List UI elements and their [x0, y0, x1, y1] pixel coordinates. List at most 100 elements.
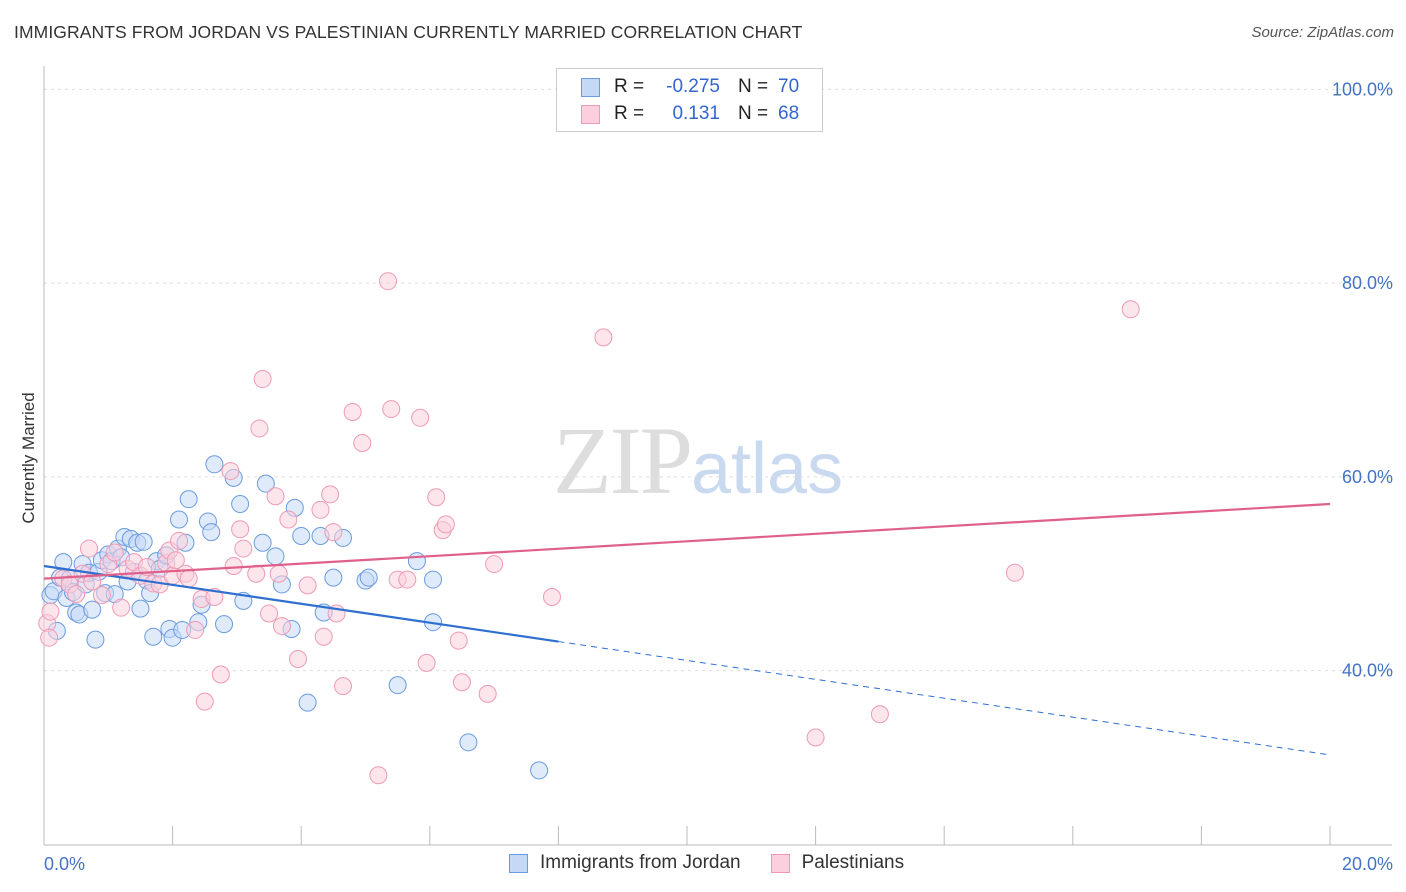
legend-n-label: N = — [738, 76, 769, 97]
data-point-jordan — [231, 495, 250, 513]
y-tick-labels: 40.0% 60.0% 80.0% 100.0% — [1332, 79, 1393, 680]
data-point-palestinians — [485, 555, 504, 574]
data-point-palestinians — [279, 510, 298, 529]
series-palestinians-points — [38, 272, 1140, 785]
data-point-palestinians — [105, 543, 124, 562]
x-tick-label-max: 20.0% — [1342, 854, 1393, 874]
legend-r-label: R = — [614, 76, 645, 97]
data-point-palestinians — [224, 557, 243, 575]
legend-swatch-jordan — [509, 853, 528, 873]
watermark: ZIPatlas — [553, 405, 843, 516]
data-point-jordan — [131, 599, 150, 618]
trend-line-palestinians — [43, 502, 1331, 580]
legend-item-jordan: Immigrants from Jordan — [509, 852, 741, 874]
data-point-palestinians — [166, 551, 185, 570]
data-point-palestinians — [379, 272, 398, 291]
data-point-jordan — [179, 490, 198, 509]
data-point-palestinians — [67, 585, 86, 604]
y-tick-label: 40.0% — [1342, 661, 1393, 681]
y-tick-label: 80.0% — [1342, 273, 1393, 293]
data-point-jordan — [459, 733, 478, 752]
data-point-jordan — [253, 533, 272, 552]
data-point-palestinians — [594, 328, 613, 347]
stats-legend: R = -0.275 N = 70 R = 0.131 N = 68 — [556, 68, 823, 132]
data-point-palestinians — [40, 628, 59, 647]
data-point-jordan — [324, 568, 343, 587]
data-point-palestinians — [92, 586, 111, 605]
data-point-palestinians — [870, 705, 889, 724]
data-point-palestinians — [234, 539, 253, 558]
data-point-palestinians — [452, 673, 471, 692]
x-ticks — [43, 826, 1331, 845]
data-point-palestinians — [250, 419, 269, 438]
data-point-jordan — [144, 627, 163, 646]
data-point-palestinians — [411, 408, 430, 427]
x-tick-label-min: 0.0% — [44, 854, 85, 874]
chart-title: IMMIGRANTS FROM JORDAN VS PALESTINIAN CU… — [14, 22, 803, 42]
legend-row-palestinians: R = 0.131 N = 68 — [581, 102, 799, 126]
data-point-jordan — [256, 474, 275, 493]
data-point-palestinians — [542, 588, 561, 606]
data-point-palestinians — [170, 531, 189, 550]
data-point-palestinians — [369, 766, 388, 785]
data-point-jordan — [530, 761, 549, 780]
data-point-palestinians — [112, 598, 131, 617]
data-point-palestinians — [398, 570, 417, 589]
legend-swatch-jordan — [581, 77, 600, 97]
data-point-palestinians — [343, 402, 362, 421]
data-point-jordan — [359, 568, 378, 587]
data-point-palestinians — [186, 620, 205, 639]
legend-r-value: 0.131 — [672, 103, 720, 124]
series-jordan-points — [41, 455, 549, 780]
data-point-jordan — [388, 676, 407, 695]
data-point-palestinians — [137, 557, 156, 576]
data-point-palestinians — [179, 569, 198, 588]
legend-n-value: 68 — [778, 103, 800, 124]
data-point-jordan — [292, 526, 311, 545]
data-point-palestinians — [269, 564, 288, 583]
data-point-palestinians — [298, 576, 317, 595]
data-point-palestinians — [1121, 300, 1140, 319]
data-point-palestinians — [449, 631, 468, 650]
data-point-palestinians — [80, 539, 99, 558]
trend-lines — [43, 502, 1331, 756]
data-point-jordan — [205, 455, 224, 474]
data-point-palestinians — [260, 604, 279, 623]
data-point-jordan — [266, 547, 285, 566]
legend-n-label: N = — [738, 103, 769, 124]
data-point-palestinians — [314, 627, 333, 646]
source-label: Source: ZipAtlas.com — [1251, 24, 1394, 41]
data-point-palestinians — [382, 400, 401, 419]
data-point-palestinians — [253, 370, 272, 389]
data-point-palestinians — [324, 523, 343, 542]
data-point-palestinians — [211, 665, 230, 684]
grid-lines — [44, 88, 1392, 672]
data-point-palestinians — [221, 462, 240, 481]
legend-r-label: R = — [614, 103, 645, 124]
data-point-palestinians — [311, 500, 330, 519]
data-point-jordan — [298, 693, 317, 712]
data-point-palestinians — [247, 564, 266, 583]
data-point-jordan — [215, 615, 234, 634]
data-point-jordan — [134, 532, 153, 551]
data-point-palestinians — [272, 617, 291, 636]
data-point-palestinians — [427, 488, 446, 507]
data-point-palestinians — [436, 515, 455, 534]
data-point-jordan — [86, 630, 105, 649]
data-point-palestinians — [478, 684, 497, 703]
data-point-jordan — [424, 570, 443, 589]
watermark-zip: ZIP — [553, 407, 693, 514]
data-point-palestinians — [288, 650, 307, 668]
trend-line-jordan-extrapolated — [558, 641, 1331, 756]
data-point-jordan — [83, 600, 102, 619]
data-point-palestinians — [353, 433, 372, 452]
legend-swatch-palestinians — [770, 853, 790, 873]
data-point-palestinians — [333, 677, 352, 696]
legend-label-palestinians: Palestinians — [801, 852, 905, 873]
data-point-jordan — [407, 552, 426, 571]
data-point-palestinians — [41, 602, 60, 621]
legend-n-value: 70 — [778, 76, 800, 97]
data-point-jordan — [170, 510, 189, 529]
data-point-palestinians — [266, 487, 285, 506]
